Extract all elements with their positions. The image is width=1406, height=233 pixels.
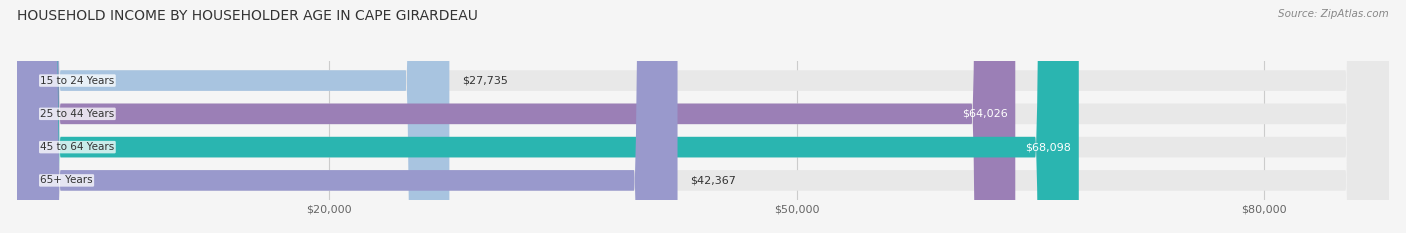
Text: HOUSEHOLD INCOME BY HOUSEHOLDER AGE IN CAPE GIRARDEAU: HOUSEHOLD INCOME BY HOUSEHOLDER AGE IN C…	[17, 9, 478, 23]
Text: $68,098: $68,098	[1025, 142, 1071, 152]
Text: Source: ZipAtlas.com: Source: ZipAtlas.com	[1278, 9, 1389, 19]
FancyBboxPatch shape	[17, 0, 1389, 233]
Text: 15 to 24 Years: 15 to 24 Years	[41, 75, 114, 86]
FancyBboxPatch shape	[17, 0, 450, 233]
FancyBboxPatch shape	[17, 0, 1389, 233]
Text: $64,026: $64,026	[962, 109, 1008, 119]
Text: $42,367: $42,367	[690, 175, 735, 185]
FancyBboxPatch shape	[17, 0, 1078, 233]
Text: 65+ Years: 65+ Years	[41, 175, 93, 185]
Text: 45 to 64 Years: 45 to 64 Years	[41, 142, 114, 152]
Text: $27,735: $27,735	[461, 75, 508, 86]
FancyBboxPatch shape	[17, 0, 1389, 233]
Text: 25 to 44 Years: 25 to 44 Years	[41, 109, 114, 119]
FancyBboxPatch shape	[17, 0, 678, 233]
FancyBboxPatch shape	[17, 0, 1015, 233]
FancyBboxPatch shape	[17, 0, 1389, 233]
